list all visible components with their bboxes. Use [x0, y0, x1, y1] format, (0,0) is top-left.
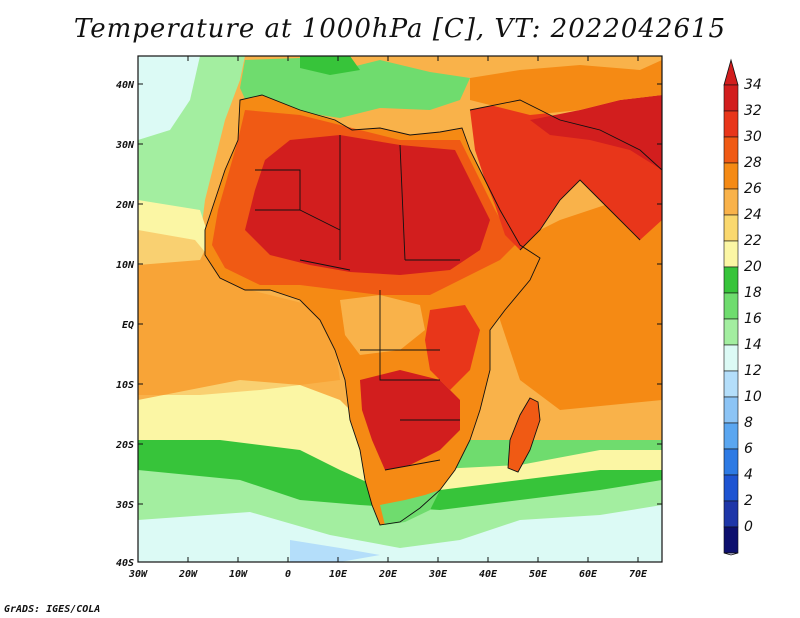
- colorbar-swatch: [723, 422, 739, 450]
- north-atlantic-cold: [138, 56, 200, 140]
- footer-credit: GrADS: IGES/COLA: [4, 604, 101, 615]
- lon-label: 50E: [529, 569, 548, 580]
- lat-label: 10N: [116, 260, 135, 271]
- colorbar-top-arrow: [723, 58, 739, 86]
- colorbar-swatch: [723, 240, 739, 268]
- colorbar-label: 22: [744, 233, 762, 249]
- colorbar-label: 28: [744, 155, 762, 171]
- lat-label: 20N: [115, 200, 135, 211]
- colorbar-label: 34: [744, 77, 762, 93]
- lat-label: 20S: [115, 440, 134, 451]
- mediterranean-sea: [240, 58, 470, 118]
- lat-label: EQ: [122, 320, 134, 331]
- colorbar-label: 26: [744, 181, 762, 197]
- colorbar-label: 18: [744, 285, 762, 301]
- southern-yellow-band: [138, 380, 662, 490]
- arabia-hottest: [530, 95, 662, 170]
- coastlines: [204, 94, 662, 526]
- colorbar-swatch: [723, 110, 739, 138]
- lon-label: 10W: [229, 569, 248, 580]
- colorbar-swatch: [723, 188, 739, 216]
- lon-label: 20W: [178, 569, 198, 580]
- colorbar-swatch: [723, 344, 739, 372]
- colorbar-swatch: [723, 292, 739, 320]
- map-frame: [137, 55, 663, 563]
- colorbar-swatch: [723, 162, 739, 190]
- lon-label: 40E: [479, 569, 498, 580]
- indian-ocean-warm: [500, 190, 662, 410]
- colorbar-label: 16: [744, 311, 762, 327]
- atlantic-yellow: [138, 200, 210, 265]
- colorbar-swatch: [723, 370, 739, 398]
- colorbar-swatch: [723, 396, 739, 424]
- coldest-patch: [290, 540, 380, 562]
- colorbar-label: 12: [744, 363, 762, 379]
- colorbar-label: 0: [744, 519, 753, 535]
- lon-label: 30W: [128, 569, 148, 580]
- colorbar-bottom-arrow: [723, 552, 739, 556]
- colorbar-label: 6: [744, 441, 753, 457]
- map-title: Temperature at 1000hPa [C], VT: 20220426…: [73, 14, 727, 44]
- southern-ocean-cold: [138, 505, 662, 562]
- lat-label: 40S: [116, 558, 134, 569]
- colorbar-label: 30: [744, 129, 762, 145]
- lon-label: 70E: [629, 569, 648, 580]
- lat-label: 30S: [115, 500, 134, 511]
- axis-ticks: 30W 20W 10W 0 10E 20E 30E 40E 50E 60E 70E 40N 30N 20N…: [115, 56, 662, 580]
- colorbar-label: 4: [744, 467, 753, 483]
- congo-basin: [340, 295, 425, 355]
- madagascar: [508, 398, 540, 472]
- colorbar-label: 14: [744, 337, 762, 353]
- lon-label: 20E: [378, 569, 398, 580]
- colorbar-swatch: [723, 84, 739, 112]
- colorbar-label: 2: [744, 493, 753, 509]
- lon-label: 0: [285, 569, 291, 580]
- colorbar-swatch: [723, 474, 739, 502]
- colorbar-label: 20: [744, 259, 762, 275]
- lon-label: 60E: [579, 569, 598, 580]
- colorbar-swatch: [723, 318, 739, 346]
- colorbar-label: 32: [744, 103, 762, 119]
- lat-label: 30N: [115, 140, 135, 151]
- colorbar-label: 10: [744, 389, 762, 405]
- south-coast-cool: [380, 490, 440, 525]
- europe-strip: [300, 56, 360, 75]
- colorbar-swatch: [723, 266, 739, 294]
- colorbar-swatch: [723, 136, 739, 164]
- sahara-hottest: [245, 135, 490, 275]
- lat-label: 10S: [116, 380, 134, 391]
- middle-east-north: [470, 60, 662, 115]
- gulf-guinea-warm: [138, 230, 340, 395]
- lat-label: 40N: [116, 80, 135, 91]
- lon-label: 30E: [428, 569, 448, 580]
- lon-label: 10E: [329, 569, 348, 580]
- colorbar-swatch: [723, 526, 739, 554]
- colorbar-swatch: [723, 448, 739, 476]
- colorbar-label: 24: [744, 207, 762, 223]
- colorbar-swatch: [723, 500, 739, 528]
- east-africa-hot: [425, 305, 480, 390]
- colorbar-label: 8: [744, 415, 753, 431]
- colorbar-swatch: [723, 214, 739, 242]
